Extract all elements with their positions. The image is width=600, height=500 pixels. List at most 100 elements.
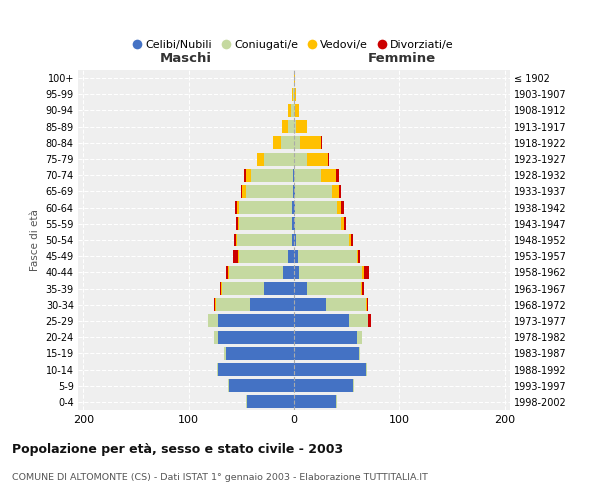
- Bar: [294, 363, 365, 376]
- Bar: [283, 266, 294, 279]
- Bar: [223, 282, 265, 295]
- Bar: [349, 234, 351, 246]
- Bar: [218, 363, 294, 376]
- Bar: [292, 88, 293, 101]
- Bar: [227, 379, 229, 392]
- Bar: [239, 218, 292, 230]
- Bar: [242, 185, 245, 198]
- Bar: [294, 314, 349, 328]
- Bar: [294, 396, 336, 408]
- Bar: [293, 169, 294, 181]
- Bar: [362, 266, 364, 279]
- Text: COMUNE DI ALTOMONTE (CS) - Dati ISTAT 1° gennaio 2003 - Elaborazione TUTTITALIA.: COMUNE DI ALTOMONTE (CS) - Dati ISTAT 1°…: [12, 472, 428, 482]
- Bar: [294, 266, 299, 279]
- Bar: [221, 282, 223, 295]
- Text: Popolazione per età, sesso e stato civile - 2003: Popolazione per età, sesso e stato civil…: [12, 442, 343, 456]
- Bar: [287, 104, 291, 117]
- Bar: [265, 152, 294, 166]
- Bar: [226, 347, 294, 360]
- Bar: [295, 218, 341, 230]
- Bar: [291, 104, 294, 117]
- Bar: [214, 330, 218, 344]
- Bar: [292, 218, 294, 230]
- Bar: [349, 314, 368, 328]
- Bar: [340, 185, 341, 198]
- Bar: [295, 201, 337, 214]
- Bar: [358, 250, 361, 262]
- Bar: [229, 266, 283, 279]
- Bar: [220, 282, 221, 295]
- Bar: [226, 266, 227, 279]
- Bar: [332, 185, 340, 198]
- Bar: [301, 136, 322, 149]
- Bar: [229, 379, 294, 392]
- Bar: [238, 250, 239, 262]
- Bar: [218, 330, 294, 344]
- Y-axis label: Fasce di età: Fasce di età: [30, 209, 40, 271]
- Bar: [292, 234, 294, 246]
- Bar: [336, 169, 340, 181]
- Bar: [224, 347, 226, 360]
- Bar: [296, 120, 307, 133]
- Bar: [234, 234, 236, 246]
- Bar: [307, 152, 328, 166]
- Bar: [298, 250, 357, 262]
- Bar: [273, 136, 281, 149]
- Bar: [215, 298, 216, 311]
- Bar: [295, 104, 299, 117]
- Bar: [294, 234, 296, 246]
- Bar: [294, 201, 295, 214]
- Bar: [341, 218, 344, 230]
- Bar: [250, 298, 294, 311]
- Bar: [238, 218, 239, 230]
- Text: Maschi: Maschi: [160, 52, 212, 65]
- Bar: [218, 314, 294, 328]
- Bar: [245, 396, 247, 408]
- Bar: [351, 234, 353, 246]
- Bar: [245, 185, 293, 198]
- Bar: [294, 282, 307, 295]
- Bar: [307, 282, 361, 295]
- Bar: [337, 201, 341, 214]
- Bar: [236, 234, 237, 246]
- Bar: [245, 169, 251, 181]
- Bar: [293, 185, 294, 198]
- Bar: [265, 282, 294, 295]
- Bar: [353, 379, 354, 392]
- Bar: [294, 185, 295, 198]
- Bar: [283, 120, 287, 133]
- Bar: [294, 136, 301, 149]
- Bar: [247, 396, 294, 408]
- Bar: [235, 201, 237, 214]
- Bar: [239, 201, 292, 214]
- Bar: [357, 330, 362, 344]
- Bar: [294, 120, 296, 133]
- Bar: [294, 152, 307, 166]
- Bar: [257, 152, 265, 166]
- Bar: [359, 347, 361, 360]
- Bar: [294, 72, 295, 85]
- Bar: [237, 234, 292, 246]
- Bar: [233, 250, 238, 262]
- Bar: [292, 201, 294, 214]
- Bar: [361, 282, 362, 295]
- Bar: [328, 152, 329, 166]
- Bar: [216, 298, 250, 311]
- Bar: [214, 298, 215, 311]
- Bar: [244, 169, 245, 181]
- Bar: [293, 88, 294, 101]
- Bar: [367, 298, 368, 311]
- Bar: [294, 298, 326, 311]
- Bar: [294, 347, 359, 360]
- Bar: [236, 218, 238, 230]
- Bar: [362, 282, 364, 295]
- Bar: [365, 298, 367, 311]
- Bar: [281, 136, 294, 149]
- Bar: [294, 169, 322, 181]
- Legend: Celibi/Nubili, Coniugati/e, Vedovi/e, Divorziati/e: Celibi/Nubili, Coniugati/e, Vedovi/e, Di…: [130, 35, 458, 54]
- Bar: [294, 88, 296, 101]
- Text: Femmine: Femmine: [368, 52, 436, 65]
- Bar: [344, 218, 346, 230]
- Bar: [237, 201, 239, 214]
- Bar: [294, 379, 353, 392]
